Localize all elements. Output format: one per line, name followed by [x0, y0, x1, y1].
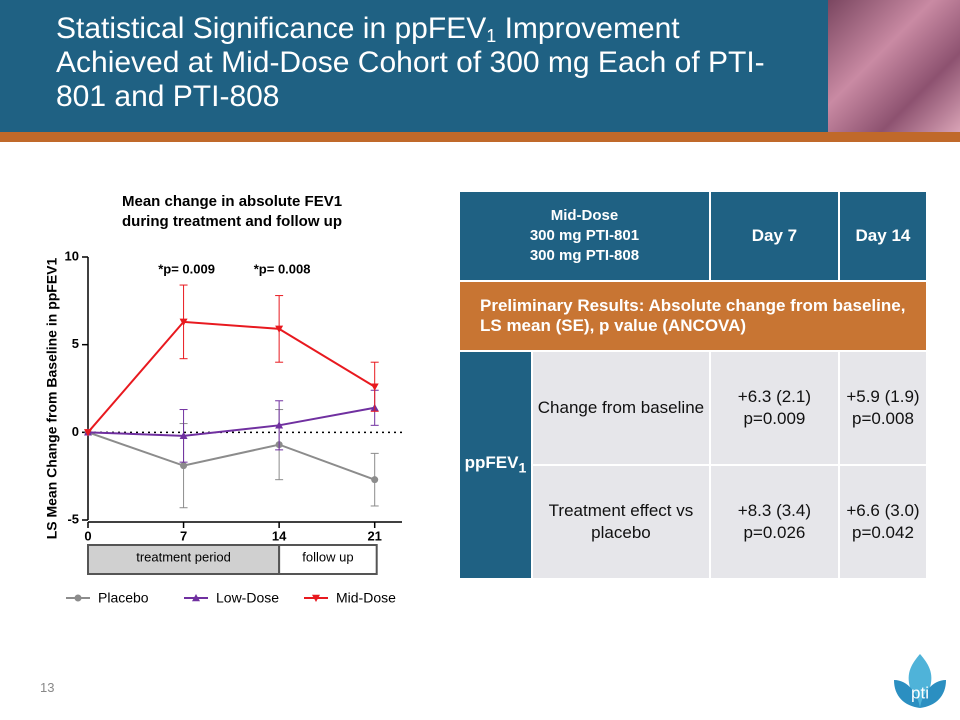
point — [275, 325, 284, 333]
cell-line: +8.3 (3.4) — [737, 501, 812, 520]
cell: +5.9 (1.9) p=0.008 — [837, 350, 929, 466]
dose-line: Mid-Dose — [550, 207, 619, 224]
point — [275, 421, 284, 429]
x-tick-label: 21 — [367, 528, 381, 543]
x-tick-label: 14 — [272, 528, 287, 543]
cell-line: +5.9 (1.9) — [846, 387, 920, 406]
point — [179, 431, 188, 440]
cell-line: +6.6 (3.0) — [846, 501, 920, 520]
point — [180, 462, 188, 470]
chart: Mean change in absolute FEV1 during treat… — [44, 193, 402, 606]
period-box — [87, 544, 281, 575]
point — [371, 476, 379, 484]
group-subscript: 1 — [518, 460, 527, 477]
row-label: Treatment effect vs placebo — [531, 464, 711, 580]
chart-title: Mean change in absolute FEV1 during treat… — [122, 193, 342, 230]
y-tick-label: 0 — [72, 424, 79, 439]
accent-band — [0, 132, 960, 142]
series-line — [87, 406, 375, 437]
y-tick-label: 10 — [65, 248, 79, 263]
period-label: treatment period — [136, 549, 231, 564]
legend-label: Low-Dose — [216, 590, 279, 606]
period-label: follow up — [302, 549, 353, 564]
logo-leaves — [894, 680, 946, 708]
slide-title: Statistical Significance in ppFEV1 Impro… — [56, 12, 796, 114]
page-number: 13 — [40, 680, 55, 695]
column-header: Day 7 — [708, 190, 840, 282]
period-box — [278, 544, 378, 575]
series-line — [87, 431, 376, 481]
legend-marker — [74, 594, 82, 602]
title-text: Improvement Achieved at Mid-Dose Cohort … — [56, 12, 765, 113]
cell: +8.3 (3.4) p=0.026 — [708, 464, 840, 580]
logo-text: pti — [911, 683, 929, 702]
title-text: Statistical Significance in ppFEV — [56, 12, 487, 45]
cell-line: p=0.026 — [743, 523, 806, 542]
cell: +6.3 (2.1) p=0.009 — [708, 350, 840, 466]
y-tick-label: 5 — [72, 336, 79, 351]
column-header: Day 14 — [837, 190, 929, 282]
group-label: ppFEV1 — [458, 350, 533, 580]
legend-label: Placebo — [98, 590, 149, 606]
annotation: *p= 0.009 — [158, 261, 215, 276]
x-tick-label: 7 — [180, 528, 187, 543]
point — [179, 318, 188, 326]
legend-label: Mid-Dose — [336, 590, 396, 606]
cell: +6.6 (3.0) p=0.042 — [837, 464, 929, 580]
banner: Preliminary Results: Absolute change fro… — [458, 280, 928, 352]
cell-line: p=0.009 — [743, 409, 806, 428]
legend-marker — [192, 594, 200, 602]
dose-line: 300 mg PTI-808 — [529, 247, 640, 264]
y-tick-label: -5 — [67, 511, 79, 526]
x-tick-label: 0 — [84, 528, 91, 543]
point — [370, 383, 379, 391]
dose-line: 300 mg PTI-801 — [529, 227, 640, 244]
header-band — [0, 0, 960, 132]
results-table: Mid-Dose 300 mg PTI-801 300 mg PTI-808 D… — [458, 190, 929, 580]
cell-line: +6.3 (2.1) — [737, 387, 812, 406]
dose-header: Mid-Dose 300 mg PTI-801 300 mg PTI-808 — [458, 190, 711, 282]
group-text: ppFEV — [464, 453, 519, 473]
title-subscript: 1 — [486, 26, 497, 46]
cell-line: p=0.008 — [851, 409, 914, 428]
cell-line: p=0.042 — [851, 523, 914, 542]
y-axis-label: LS Mean Change from Baseline in ppFEV1 — [44, 257, 60, 539]
series-line — [87, 320, 376, 433]
logo: pti — [894, 654, 946, 708]
legend-marker — [312, 594, 320, 602]
header-photo — [828, 0, 960, 132]
row-label: Change from baseline — [531, 350, 711, 466]
point — [84, 429, 92, 437]
annotation: *p= 0.008 — [254, 261, 311, 276]
